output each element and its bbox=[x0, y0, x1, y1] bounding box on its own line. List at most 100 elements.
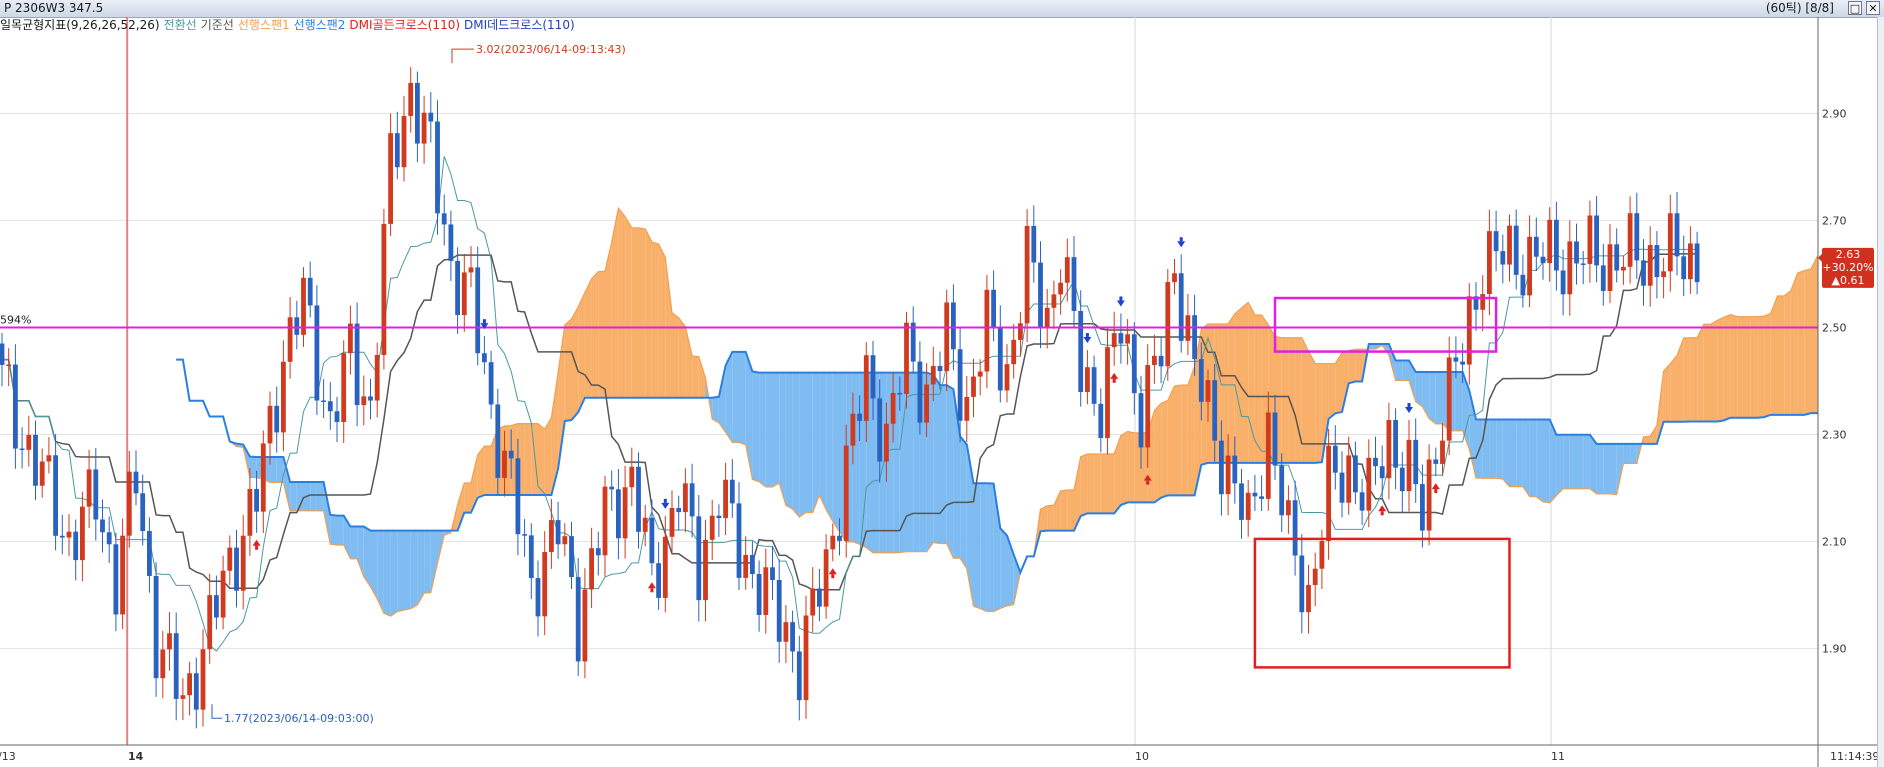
cloud-segment bbox=[1556, 434, 1564, 496]
candle-body bbox=[910, 322, 916, 362]
cloud-segment bbox=[852, 372, 860, 545]
cloud-segment bbox=[390, 530, 398, 617]
candle-body bbox=[589, 548, 594, 590]
legend-item[interactable]: DMI골든크로스(110) bbox=[349, 18, 461, 32]
cloud-segment bbox=[725, 351, 733, 443]
candle-body bbox=[133, 471, 139, 494]
cloud-segment bbox=[966, 444, 974, 607]
cloud-segment bbox=[732, 351, 739, 443]
candle-body bbox=[1158, 355, 1164, 367]
cloud-segment bbox=[564, 318, 572, 421]
close-button[interactable]: ✕ bbox=[1866, 1, 1880, 15]
candle-body bbox=[39, 461, 45, 486]
legend-item[interactable]: 선행스팬2 bbox=[293, 18, 346, 32]
candle-body bbox=[100, 519, 105, 533]
candle-body bbox=[73, 531, 79, 561]
cloud-segment bbox=[718, 365, 726, 433]
candle-body bbox=[1118, 333, 1124, 344]
cloud-segment bbox=[1623, 443, 1631, 464]
time-label: 11:14:39 bbox=[1830, 750, 1878, 763]
cloud-segment bbox=[1811, 255, 1818, 414]
candle-body bbox=[1232, 455, 1238, 484]
cloud-segment bbox=[323, 482, 331, 545]
level-label: 594% bbox=[0, 313, 31, 326]
y-tick-label: 2.70 bbox=[1822, 214, 1847, 227]
candle-body bbox=[1513, 225, 1519, 275]
cloud-segment bbox=[249, 456, 257, 478]
cloud-segment bbox=[739, 351, 746, 445]
candle-body bbox=[1527, 236, 1532, 296]
candle-body bbox=[26, 434, 32, 450]
candle-body bbox=[1440, 440, 1445, 464]
candle-body bbox=[890, 392, 896, 424]
candle-body bbox=[307, 277, 313, 306]
cloud-segment bbox=[1040, 505, 1048, 532]
candle-body bbox=[348, 323, 353, 354]
candle-body bbox=[629, 466, 635, 488]
legend-item[interactable]: 기준선 bbox=[200, 18, 234, 32]
candle-body bbox=[1580, 263, 1586, 265]
cloud-segment bbox=[544, 417, 552, 495]
candle-body bbox=[709, 515, 715, 540]
candle-body bbox=[1265, 412, 1271, 499]
legend-item[interactable]: 일목균형지표(9,26,26,52,26) bbox=[0, 18, 160, 32]
candle-body bbox=[1312, 568, 1318, 585]
cloud-segment bbox=[1301, 337, 1309, 463]
cloud-segment bbox=[745, 351, 753, 480]
legend-item[interactable]: 전환선 bbox=[163, 18, 197, 32]
vertical-scrollbar[interactable] bbox=[1877, 17, 1884, 767]
candle-body bbox=[220, 570, 226, 618]
ichimoku-chart[interactable]: 594% 3.02(2023/06/14-09:13:43) 1.77(2023/0… bbox=[0, 17, 1878, 767]
candle-body bbox=[468, 267, 474, 273]
candle-body bbox=[1420, 484, 1425, 531]
candle-body bbox=[542, 552, 548, 617]
candle-body bbox=[1694, 243, 1700, 283]
candle-body bbox=[515, 458, 521, 535]
maximize-button[interactable]: □ bbox=[1848, 1, 1862, 15]
cloud-segment bbox=[940, 385, 947, 544]
candle-body bbox=[683, 483, 688, 513]
candle-body bbox=[1346, 455, 1352, 503]
cloud-segment bbox=[1797, 270, 1805, 415]
golden-cross-arrow bbox=[1431, 483, 1440, 490]
candle-body bbox=[66, 531, 72, 538]
cloud-segment bbox=[1154, 403, 1162, 503]
candle-body bbox=[1667, 213, 1673, 272]
y-tick-label: 2.10 bbox=[1822, 536, 1847, 549]
candle-body bbox=[917, 361, 923, 423]
candle-body bbox=[1634, 213, 1640, 261]
cloud-segment bbox=[1234, 307, 1242, 463]
legend-item[interactable]: DMI데드크로스(110) bbox=[464, 18, 575, 32]
last-price-price: 2.63 bbox=[1836, 248, 1861, 261]
candle-body bbox=[80, 506, 85, 561]
candle-body bbox=[488, 362, 494, 405]
legend-item[interactable]: 선행스팬1 bbox=[237, 18, 290, 32]
candle-body bbox=[441, 213, 447, 225]
window-titlebar: P 2306W3 347.5 (60틱) [8/8] □ ✕ bbox=[0, 0, 1884, 18]
candle-body bbox=[1493, 231, 1499, 252]
cloud-segment bbox=[1087, 453, 1095, 514]
candle-body bbox=[59, 535, 65, 538]
cloud-segment bbox=[1663, 363, 1671, 422]
candle-body bbox=[750, 554, 755, 574]
cloud-segment bbox=[1127, 431, 1135, 503]
candle-body bbox=[461, 272, 467, 316]
x-tick-label: 10 bbox=[1135, 750, 1149, 763]
cloud-segment bbox=[1790, 273, 1798, 415]
candle-body bbox=[1004, 364, 1010, 391]
highlight-box-magenta bbox=[1273, 296, 1498, 353]
candle-body bbox=[1453, 357, 1459, 362]
cloud-segment bbox=[1429, 372, 1436, 424]
candle-body bbox=[281, 361, 286, 433]
cloud-segment bbox=[1529, 419, 1537, 497]
candle-body bbox=[763, 567, 769, 615]
cloud-segment bbox=[1804, 268, 1811, 415]
candle-body bbox=[267, 405, 273, 444]
candle-body bbox=[1105, 347, 1110, 438]
candle-body bbox=[1064, 257, 1070, 283]
candle-body bbox=[863, 355, 869, 421]
candle-body bbox=[93, 469, 99, 520]
candle-body bbox=[260, 443, 266, 512]
cloud-segment bbox=[1355, 349, 1363, 382]
candle-body bbox=[502, 450, 507, 478]
